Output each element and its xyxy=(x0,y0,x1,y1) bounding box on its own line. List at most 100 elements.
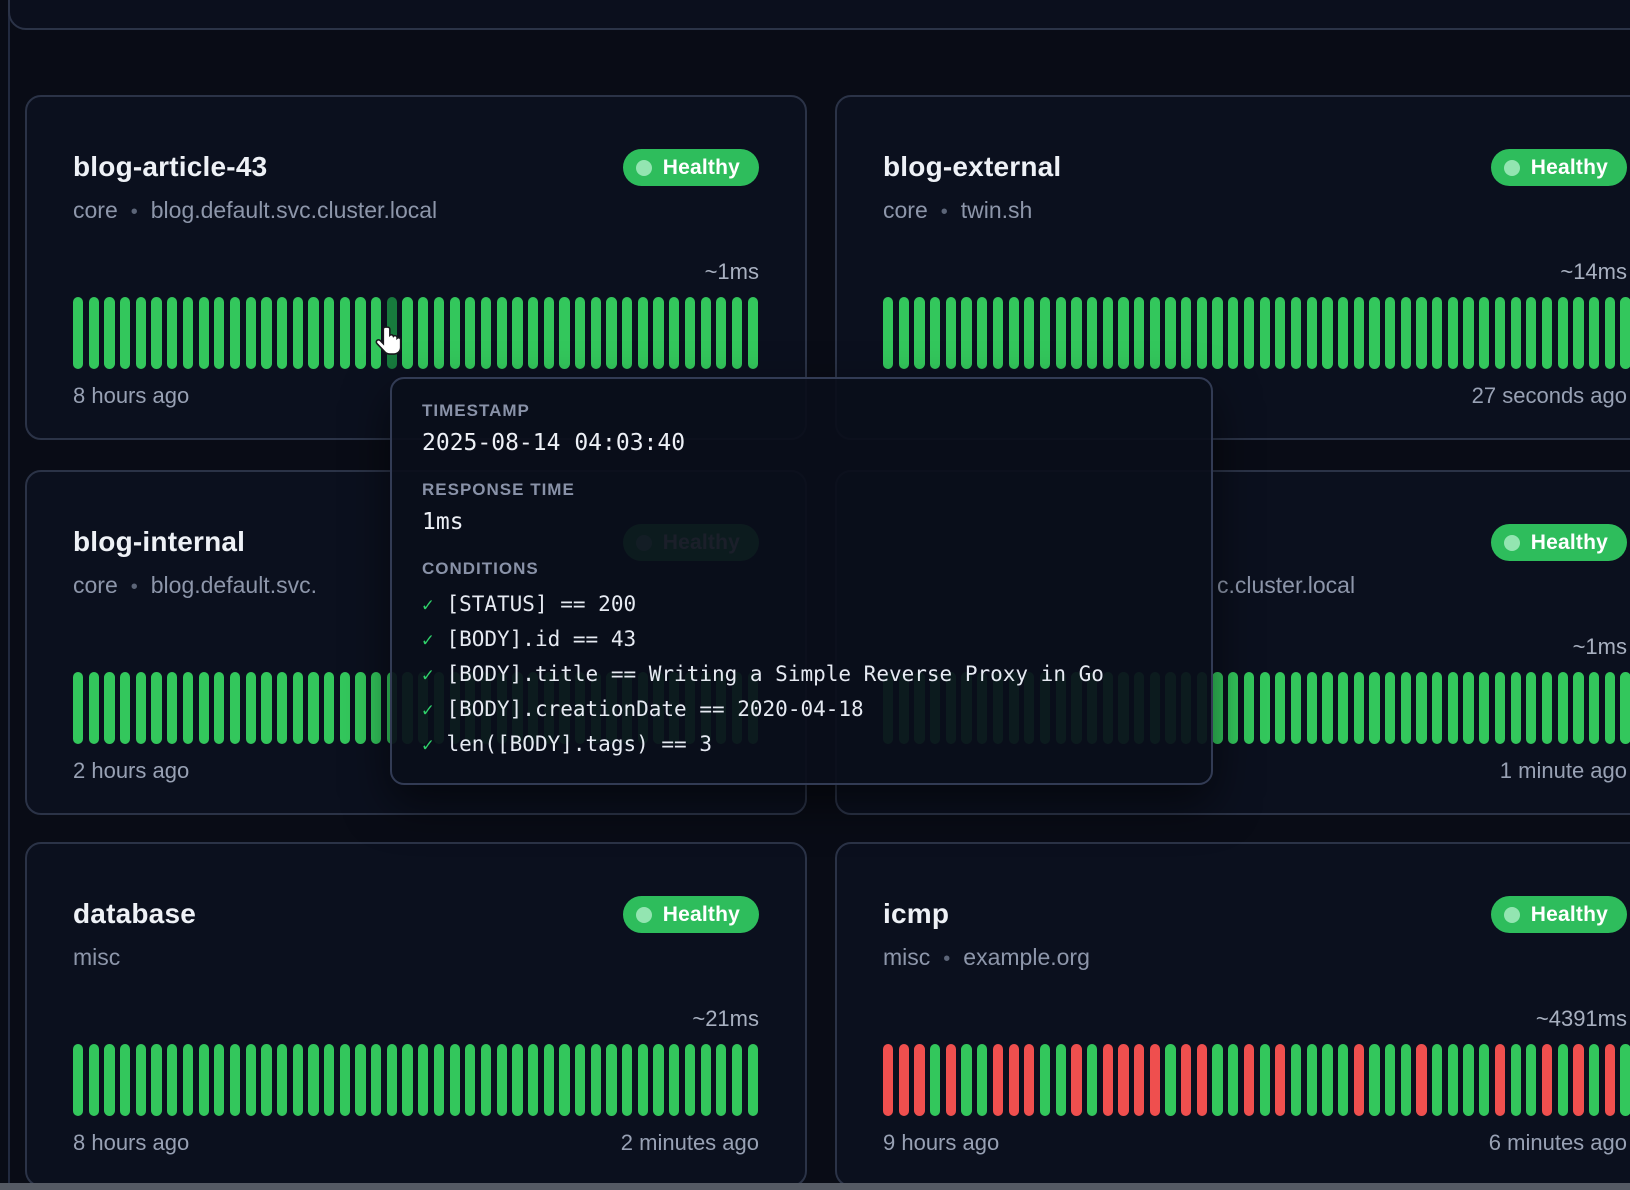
uptime-bar[interactable] xyxy=(993,1044,1003,1116)
uptime-bar[interactable] xyxy=(120,672,130,744)
uptime-bar[interactable] xyxy=(214,672,224,744)
uptime-bar[interactable] xyxy=(104,297,114,369)
uptime-bar[interactable] xyxy=(183,297,193,369)
uptime-bar[interactable] xyxy=(1228,297,1238,369)
uptime-bar[interactable] xyxy=(355,672,365,744)
uptime-bar[interactable] xyxy=(434,1044,444,1116)
uptime-bar[interactable] xyxy=(214,297,224,369)
uptime-bar[interactable] xyxy=(1322,297,1332,369)
uptime-bar[interactable] xyxy=(1134,297,1144,369)
uptime-bar[interactable] xyxy=(371,297,381,369)
uptime-bar[interactable] xyxy=(1495,1044,1505,1116)
uptime-bar[interactable] xyxy=(450,297,460,369)
uptime-bar[interactable] xyxy=(638,297,648,369)
uptime-bar[interactable] xyxy=(1448,672,1458,744)
uptime-bar[interactable] xyxy=(183,1044,193,1116)
uptime-bar[interactable] xyxy=(1165,1044,1175,1116)
uptime-bar[interactable] xyxy=(1511,297,1521,369)
uptime-bar[interactable] xyxy=(183,672,193,744)
uptime-bar[interactable] xyxy=(1432,1044,1442,1116)
uptime-bar[interactable] xyxy=(1260,672,1270,744)
uptime-bar[interactable] xyxy=(1416,672,1426,744)
uptime-bar[interactable] xyxy=(199,297,209,369)
uptime-bar[interactable] xyxy=(1118,297,1128,369)
uptime-bar[interactable] xyxy=(1197,1044,1207,1116)
uptime-bar[interactable] xyxy=(575,297,585,369)
uptime-bar[interactable] xyxy=(1275,1044,1285,1116)
uptime-bar[interactable] xyxy=(1024,297,1034,369)
uptime-bar[interactable] xyxy=(340,297,350,369)
uptime-bar[interactable] xyxy=(606,297,616,369)
uptime-bar[interactable] xyxy=(89,297,99,369)
uptime-bar[interactable] xyxy=(1605,297,1615,369)
uptime-bar[interactable] xyxy=(1589,672,1599,744)
uptime-bar[interactable] xyxy=(1087,297,1097,369)
uptime-bar[interactable] xyxy=(1212,1044,1222,1116)
uptime-bar[interactable] xyxy=(120,1044,130,1116)
uptime-bar[interactable] xyxy=(512,297,522,369)
uptime-bar[interactable] xyxy=(1620,297,1630,369)
uptime-bar[interactable] xyxy=(748,1044,758,1116)
uptime-bar[interactable] xyxy=(701,297,711,369)
uptime-bar[interactable] xyxy=(1165,297,1175,369)
uptime-bar[interactable] xyxy=(1369,1044,1379,1116)
uptime-bar[interactable] xyxy=(669,1044,679,1116)
uptime-bar[interactable] xyxy=(1260,297,1270,369)
uptime-bar[interactable] xyxy=(340,672,350,744)
uptime-bar[interactable] xyxy=(1150,297,1160,369)
uptime-bar[interactable] xyxy=(308,297,318,369)
uptime-bar[interactable] xyxy=(1275,672,1285,744)
uptime-bar[interactable] xyxy=(1212,297,1222,369)
uptime-bar[interactable] xyxy=(261,297,271,369)
uptime-bar[interactable] xyxy=(1542,1044,1552,1116)
uptime-bar[interactable] xyxy=(1432,672,1442,744)
uptime-bar[interactable] xyxy=(1526,672,1536,744)
uptime-bar[interactable] xyxy=(1495,672,1505,744)
uptime-bar[interactable] xyxy=(1526,297,1536,369)
uptime-bar[interactable] xyxy=(575,1044,585,1116)
uptime-bar[interactable] xyxy=(1401,1044,1411,1116)
uptime-bar[interactable] xyxy=(1040,1044,1050,1116)
uptime-bar[interactable] xyxy=(993,297,1003,369)
uptime-bar[interactable] xyxy=(1181,1044,1191,1116)
uptime-bar[interactable] xyxy=(528,297,538,369)
uptime-bar[interactable] xyxy=(1416,1044,1426,1116)
uptime-bar[interactable] xyxy=(685,297,695,369)
uptime-bar[interactable] xyxy=(622,1044,632,1116)
uptime-bar[interactable] xyxy=(930,297,940,369)
uptime-bar[interactable] xyxy=(591,1044,601,1116)
uptime-bar[interactable] xyxy=(371,672,381,744)
uptime-bar[interactable] xyxy=(89,672,99,744)
uptime-bar[interactable] xyxy=(355,1044,365,1116)
uptime-bar[interactable] xyxy=(653,297,663,369)
uptime-bar[interactable] xyxy=(1620,1044,1630,1116)
uptime-bar[interactable] xyxy=(136,672,146,744)
uptime-bar[interactable] xyxy=(104,672,114,744)
uptime-bar[interactable] xyxy=(167,297,177,369)
uptime-bar[interactable] xyxy=(151,297,161,369)
uptime-bar[interactable] xyxy=(73,1044,83,1116)
uptime-bar[interactable] xyxy=(1542,297,1552,369)
uptime-bar[interactable] xyxy=(883,297,893,369)
uptime-bar[interactable] xyxy=(355,297,365,369)
uptime-bar[interactable] xyxy=(73,672,83,744)
uptime-bar[interactable] xyxy=(277,297,287,369)
endpoint-card-database[interactable]: databasemiscHealthy~21ms8 hours ago2 min… xyxy=(25,842,807,1187)
uptime-bar[interactable] xyxy=(1134,1044,1144,1116)
uptime-bar[interactable] xyxy=(277,1044,287,1116)
uptime-bar[interactable] xyxy=(1605,672,1615,744)
uptime-bar[interactable] xyxy=(308,1044,318,1116)
uptime-bar[interactable] xyxy=(930,1044,940,1116)
uptime-bar[interactable] xyxy=(1558,1044,1568,1116)
uptime-bar[interactable] xyxy=(199,672,209,744)
uptime-bar[interactable] xyxy=(1479,672,1489,744)
uptime-bar[interactable] xyxy=(246,297,256,369)
uptime-bar[interactable] xyxy=(1307,297,1317,369)
uptime-bar[interactable] xyxy=(1558,672,1568,744)
uptime-bar[interactable] xyxy=(716,1044,726,1116)
endpoint-card-icmp[interactable]: icmpmisc•example.orgHealthy~4391ms9 hour… xyxy=(835,842,1630,1187)
uptime-bar[interactable] xyxy=(73,297,83,369)
uptime-bar[interactable] xyxy=(1040,297,1050,369)
uptime-bar[interactable] xyxy=(1369,672,1379,744)
uptime-bar[interactable] xyxy=(418,1044,428,1116)
